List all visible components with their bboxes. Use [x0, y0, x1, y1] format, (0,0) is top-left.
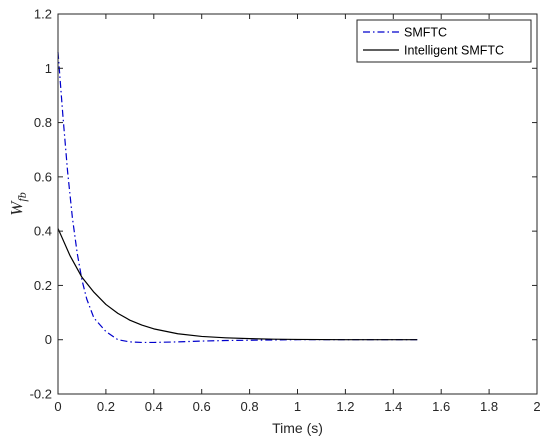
- x-tick-label: 1.6: [432, 399, 450, 414]
- y-tick-label: 0.4: [34, 224, 52, 239]
- legend-label: SMFTC: [404, 26, 447, 40]
- series-line-smftc: [57, 51, 418, 344]
- x-axis-ticks: 0 0.2 0.4 0.6 0.8 1 1.2 1.4 1.6 1.8 2: [54, 14, 541, 414]
- y-axis-ticks: -0.2 0 0.2 0.4 0.6 0.8 1 1.2: [30, 7, 537, 402]
- legend-box: [356, 19, 532, 63]
- y-tick-label: 1.2: [34, 7, 52, 22]
- x-tick-label: 0.4: [145, 399, 163, 414]
- x-tick-label: 0.2: [97, 399, 115, 414]
- series-layer: [57, 51, 418, 344]
- x-tick-label: 1.2: [336, 399, 354, 414]
- y-axis-label: Wfb: [7, 192, 29, 216]
- y-tick-label: 0.2: [34, 278, 52, 293]
- x-tick-label: 0.8: [241, 399, 259, 414]
- y-tick-label: 0: [45, 332, 52, 347]
- x-tick-label: 1: [294, 399, 301, 414]
- y-tick-label: 0.6: [34, 169, 52, 184]
- x-tick-label: 0: [54, 399, 61, 414]
- x-axis-label: Time (s): [272, 420, 323, 436]
- legend-label: Intelligent SMFTC: [404, 44, 504, 58]
- x-tick-label: 1.8: [480, 399, 498, 414]
- x-tick-label: 2: [533, 399, 540, 414]
- y-tick-label: -0.2: [30, 387, 52, 402]
- x-tick-label: 1.4: [384, 399, 402, 414]
- legend: SMFTC Intelligent SMFTC: [356, 19, 532, 63]
- plot-area: [58, 14, 537, 394]
- y-axis-label-main: W: [7, 200, 26, 216]
- y-axis-label-sub: fb: [15, 192, 29, 201]
- series-line-intelligent-smftc: [57, 228, 418, 341]
- y-tick-label: 0.8: [34, 115, 52, 130]
- x-tick-label: 0.6: [193, 399, 211, 414]
- y-tick-label: 1: [45, 61, 52, 76]
